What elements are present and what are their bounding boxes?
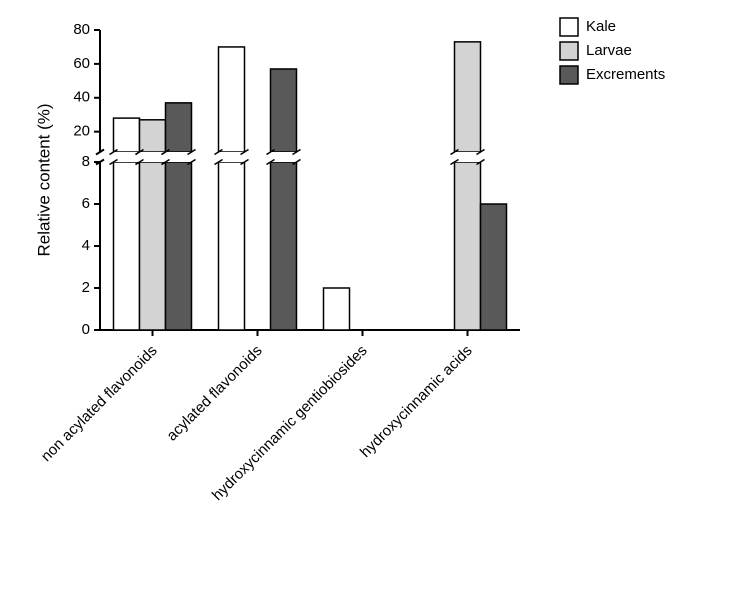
bar-chart: 0246820406080Relative content (%)non acy… bbox=[0, 0, 743, 592]
legend-label: Excrements bbox=[586, 66, 665, 83]
bar-lower bbox=[114, 162, 140, 330]
legend-label: Kale bbox=[586, 18, 616, 35]
y-tick-label: 40 bbox=[73, 89, 90, 106]
y-tick-label: 20 bbox=[73, 123, 90, 140]
bar-lower bbox=[219, 162, 245, 330]
legend-swatch bbox=[560, 18, 578, 36]
y-tick-label: 8 bbox=[82, 153, 90, 170]
bar-upper bbox=[166, 103, 192, 152]
bar-upper bbox=[271, 69, 297, 152]
y-tick-label: 2 bbox=[82, 279, 90, 296]
bar-upper bbox=[455, 42, 481, 152]
chart-container: 0246820406080Relative content (%)non acy… bbox=[0, 0, 743, 592]
y-tick-label: 6 bbox=[82, 195, 90, 212]
bar-upper bbox=[114, 118, 140, 152]
bar-upper bbox=[219, 47, 245, 152]
chart-background bbox=[0, 0, 743, 592]
legend-swatch bbox=[560, 66, 578, 84]
bar bbox=[481, 204, 507, 330]
bar-upper bbox=[140, 120, 166, 152]
y-tick-label: 0 bbox=[82, 321, 90, 338]
bar bbox=[324, 288, 350, 330]
bar-lower bbox=[140, 162, 166, 330]
legend-label: Larvae bbox=[586, 42, 632, 59]
y-tick-label: 60 bbox=[73, 55, 90, 72]
bar-lower bbox=[166, 162, 192, 330]
y-tick-label: 80 bbox=[73, 21, 90, 38]
y-axis-label: Relative content (%) bbox=[34, 103, 53, 256]
bar-lower bbox=[455, 162, 481, 330]
bar-lower bbox=[271, 162, 297, 330]
legend-swatch bbox=[560, 42, 578, 60]
y-tick-label: 4 bbox=[82, 237, 90, 254]
